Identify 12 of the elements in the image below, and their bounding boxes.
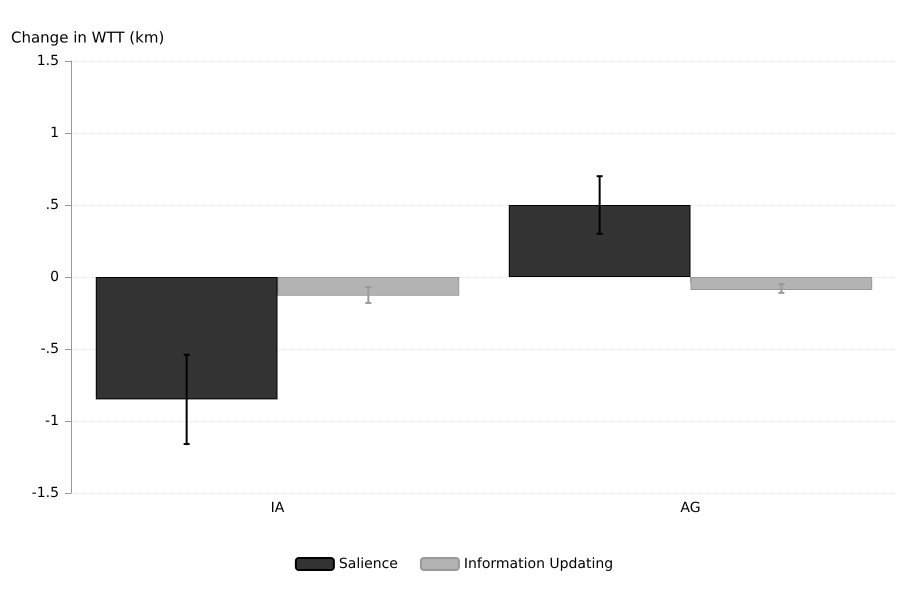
x-tick-label: AG: [680, 500, 701, 516]
y-tick-label: -1: [45, 413, 59, 429]
y-tick-label: -.5: [40, 341, 59, 357]
y-tick-label: 1: [50, 125, 59, 141]
y-axis-title: Change in WTT (km): [11, 28, 164, 46]
y-tick-label: -1.5: [32, 485, 59, 501]
x-tick-label: IA: [270, 500, 285, 516]
y-tick-label: .5: [46, 197, 59, 213]
legend-label: Salience: [338, 556, 398, 572]
legend-label: Information Updating: [464, 556, 614, 572]
y-tick-label: 0: [50, 269, 59, 285]
y-tick-label: 1.5: [36, 53, 59, 69]
